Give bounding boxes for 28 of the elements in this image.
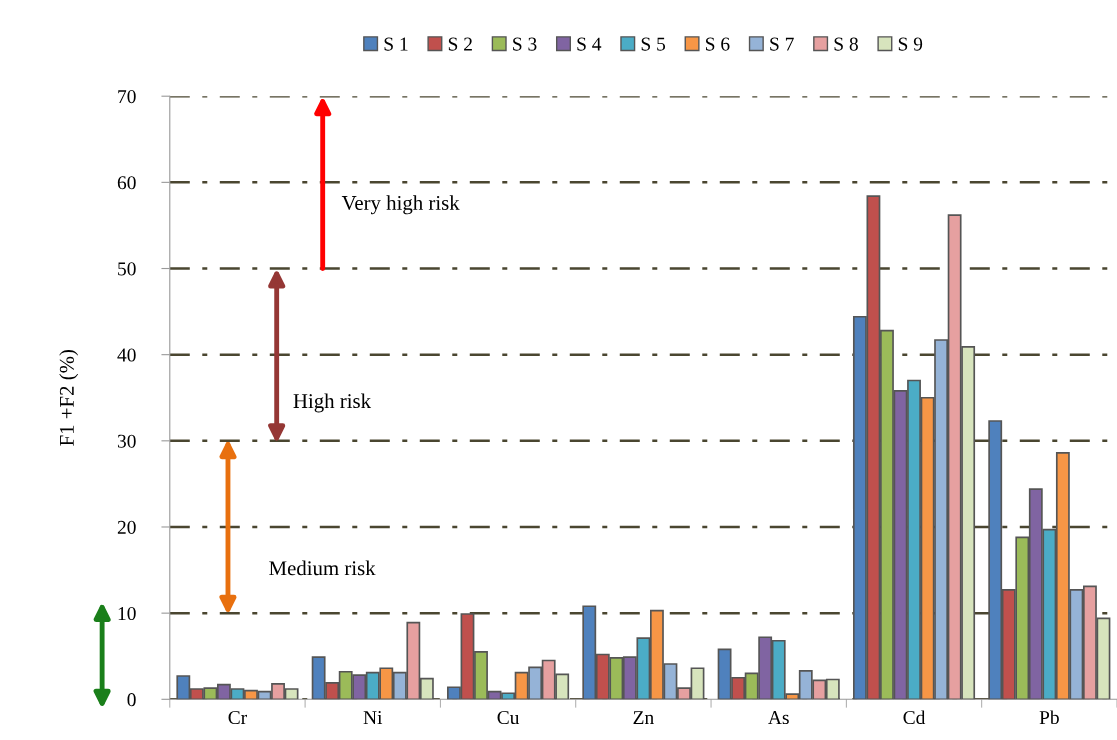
legend-label: S 7 [770,37,794,51]
legend-label: S 5 [641,37,666,51]
legend-label: S 2 [448,37,472,51]
y-tick-label: 30 [117,434,136,448]
y-tick-label: 20 [117,520,136,534]
y-tick-label: 60 [117,176,136,190]
legend-label: S 9 [898,37,923,51]
annotation: Very high risk [341,195,460,215]
legend-label: S 8 [834,37,858,51]
x-tick-label: Cr [228,711,247,725]
x-tick-label: Pb [1039,710,1059,725]
x-tick-label: As [768,711,789,725]
legend-label: S 3 [513,37,537,51]
annotation: Medium risk [269,560,376,576]
legend-label: S 1 [384,37,408,51]
y-tick-label: 10 [118,606,136,621]
x-tick-label: Zn [633,711,654,724]
legend-label: S 6 [706,37,730,51]
y-axis-title: F1 +F2 (%) [59,349,79,446]
x-tick-label: Ni [363,711,383,724]
y-tick-label: 40 [117,348,136,362]
legend-label: S 4 [577,37,602,51]
x-tick-label: Cu [497,711,520,725]
annotation: High risk [293,393,372,413]
x-tick-label: Cd [903,710,926,725]
y-tick-label: 50 [118,262,136,276]
y-tick-label: 70 [118,90,136,104]
y-tick-label: 0 [127,693,136,707]
